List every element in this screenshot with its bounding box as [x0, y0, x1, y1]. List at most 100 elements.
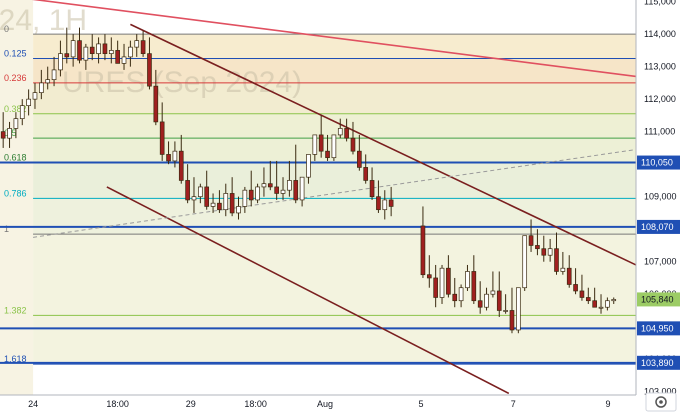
- price-tick-label: 113,000: [644, 62, 676, 72]
- candle-body: [566, 267, 572, 285]
- candle-body: [509, 310, 515, 331]
- candle-body: [312, 134, 318, 155]
- candle-body: [153, 85, 159, 123]
- candle-body: [611, 299, 617, 302]
- price-tick-label: 112,000: [644, 94, 676, 104]
- fib-label: 0.236: [4, 73, 27, 83]
- trend-lines-layer: [31, 0, 637, 395]
- candle-body: [166, 154, 171, 162]
- fib-zone: [33, 82, 636, 114]
- candle-body: [496, 290, 502, 311]
- candle-body: [26, 98, 31, 107]
- candle-body: [19, 105, 25, 120]
- level-price-label: 103,890: [641, 358, 674, 368]
- candle-body: [458, 287, 464, 302]
- time-tick-label: 29: [186, 399, 196, 409]
- candle-body: [223, 193, 229, 211]
- candle-body: [147, 53, 152, 87]
- candle-body: [236, 206, 241, 214]
- candle-body: [140, 40, 146, 54]
- fib-zones-layer: [0, 0, 636, 395]
- candle-body: [605, 300, 610, 308]
- candle-body: [344, 128, 349, 139]
- candle-body: [369, 180, 375, 198]
- candle-body: [210, 202, 216, 207]
- candle-body: [134, 40, 140, 48]
- candle-body: [477, 300, 483, 308]
- candle-body: [115, 50, 120, 64]
- candle-body: [382, 199, 388, 211]
- candle-body: [325, 150, 330, 159]
- candle-body: [7, 128, 12, 139]
- candle-body: [255, 186, 260, 201]
- price-tick-label: 111,000: [644, 127, 675, 137]
- fib-label: 1.382: [4, 305, 27, 315]
- last-price-box: [637, 292, 680, 307]
- price-tick-label: 115,000: [644, 0, 676, 7]
- candle-body: [293, 180, 299, 201]
- candle-body: [376, 196, 381, 211]
- candle-body: [306, 154, 311, 178]
- candle-body: [484, 293, 489, 308]
- fib-zone: [33, 198, 636, 235]
- price-tick-label: 114,000: [644, 29, 676, 39]
- candle-body: [172, 150, 178, 162]
- candle-body: [121, 56, 127, 64]
- candle-body: [535, 245, 540, 250]
- candle-body: [32, 92, 38, 100]
- candle-body: [198, 186, 203, 198]
- time-axis-background: [0, 395, 636, 413]
- candle-body: [102, 43, 108, 54]
- level-price-box: [637, 321, 680, 336]
- trend-line-channel-lower: [106, 186, 510, 395]
- gear-icon: [655, 396, 667, 408]
- candle-body: [287, 180, 292, 191]
- fib-label: 1: [4, 224, 9, 234]
- candle-body: [39, 82, 44, 94]
- candle-body: [598, 306, 604, 309]
- candle-body: [592, 300, 597, 308]
- price-axis-background: [636, 0, 680, 413]
- candle-body: [452, 293, 458, 302]
- candle-body: [585, 297, 591, 302]
- candle-body: [426, 274, 432, 279]
- trend-line-channel-upper: [130, 23, 637, 266]
- candle-body: [516, 287, 521, 331]
- candle-body: [159, 121, 165, 155]
- candle-body: [274, 186, 279, 194]
- level-price-label: 110,050: [641, 158, 673, 168]
- candle-body: [439, 267, 445, 298]
- candle-body: [45, 79, 51, 84]
- candle-body: [522, 235, 528, 289]
- time-tick-label: 18:00: [244, 399, 267, 409]
- last-price-label: 105,840: [641, 294, 674, 304]
- chart-settings-button[interactable]: [645, 392, 677, 412]
- candle-body: [83, 46, 89, 61]
- candle-body: [299, 176, 305, 201]
- level-price-label: 108,070: [641, 222, 674, 232]
- candle-body: [89, 46, 95, 54]
- candle-body: [96, 43, 101, 54]
- candle-body: [420, 225, 426, 276]
- price-tick-label: 107,000: [644, 257, 677, 267]
- level-price-box: [637, 355, 680, 370]
- candle-body: [13, 118, 19, 129]
- candle-body: [465, 271, 470, 289]
- candle-body: [357, 150, 362, 168]
- trend-line-red-descending: [31, 0, 637, 78]
- candle-body: [541, 248, 547, 256]
- level-price-label: 104,950: [641, 323, 674, 333]
- fib-label: 0.786: [4, 188, 27, 198]
- candles-layer: [0, 27, 617, 334]
- fib-zone: [33, 315, 636, 365]
- gear-center-icon: [659, 400, 663, 404]
- trend-line-dashed-ascending: [32, 149, 637, 238]
- candle-body: [261, 183, 267, 188]
- candle-body: [128, 46, 133, 58]
- candle-body: [185, 180, 190, 201]
- candle-body: [433, 277, 438, 298]
- candle-body: [0, 131, 6, 139]
- candle-body: [280, 189, 286, 194]
